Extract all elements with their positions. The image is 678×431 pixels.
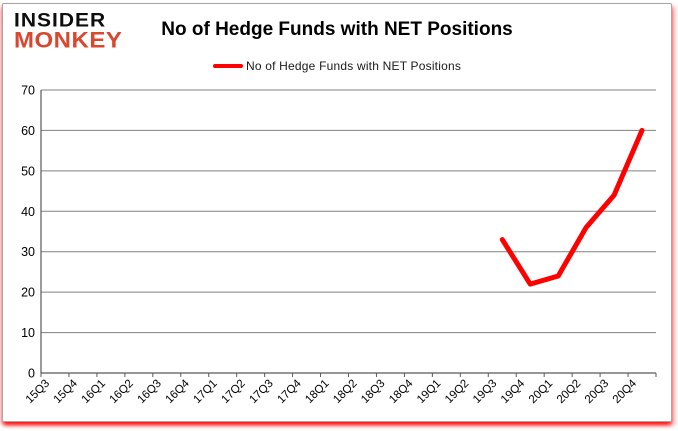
x-tick-label: 17Q3 xyxy=(247,378,275,406)
y-tick-label: 40 xyxy=(21,205,35,219)
y-tick-label: 70 xyxy=(21,84,35,98)
logo-text-monkey: MONKEY xyxy=(14,28,123,53)
x-tick-label: 20Q3 xyxy=(583,378,611,406)
y-tick-label: 30 xyxy=(21,245,35,259)
legend-line-swatch xyxy=(212,63,243,69)
x-tick-label: 17Q4 xyxy=(275,377,304,406)
x-tick-label: 18Q1 xyxy=(303,378,331,406)
x-tick-label: 16Q4 xyxy=(164,377,193,406)
x-tick-label: 15Q4 xyxy=(52,377,81,406)
y-tick-label: 50 xyxy=(21,164,35,178)
x-tick-label: 17Q1 xyxy=(191,378,219,406)
chart-card: INSIDER MONKEY No of Hedge Funds with NE… xyxy=(2,3,672,422)
page-title: No of Hedge Funds with NET Positions xyxy=(161,19,513,40)
series-line xyxy=(499,127,645,287)
x-tick-label: 19Q4 xyxy=(499,377,528,406)
x-tick-label: 18Q3 xyxy=(359,378,387,406)
insider-monkey-logo: INSIDER MONKEY xyxy=(14,11,122,54)
legend-label: No of Hedge Funds with NET Positions xyxy=(245,59,462,73)
y-tick-label: 10 xyxy=(21,326,35,340)
x-tick-label: 17Q2 xyxy=(219,378,247,406)
logo-text-insider: INSIDER xyxy=(14,10,107,32)
x-tick-label: 19Q1 xyxy=(415,378,443,406)
x-tick-label: 20Q1 xyxy=(527,378,555,406)
x-tick-label: 16Q3 xyxy=(136,378,164,406)
y-tick-label: 0 xyxy=(28,367,35,381)
x-tick-label: 20Q2 xyxy=(555,378,583,406)
y-tick-label: 20 xyxy=(21,286,35,300)
x-tick-label: 19Q2 xyxy=(443,378,471,406)
x-tick-label: 16Q2 xyxy=(108,378,136,406)
x-tick-label: 15Q3 xyxy=(24,378,52,406)
legend: No of Hedge Funds with NET Positions xyxy=(3,58,671,74)
x-tick-label: 20Q4 xyxy=(611,377,640,406)
y-tick-label: 60 xyxy=(21,124,35,138)
x-tick-label: 16Q1 xyxy=(80,378,108,406)
x-tick-label: 19Q3 xyxy=(471,378,499,406)
x-tick-label: 18Q2 xyxy=(331,378,359,406)
x-tick-label: 18Q4 xyxy=(387,377,416,406)
